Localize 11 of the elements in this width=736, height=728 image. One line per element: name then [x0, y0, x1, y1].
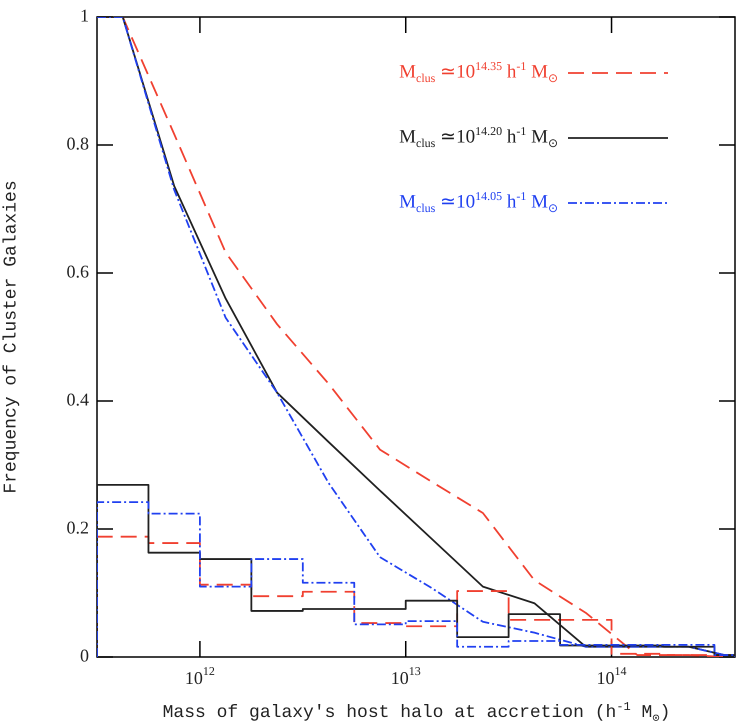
y-tick-label: 0	[80, 646, 89, 666]
x-axis-title: Mass of galaxy's host halo at accretion (h$^{-1}$ M$_{⊙}$)	[162, 700, 672, 726]
y-tick-label: 0.8	[66, 134, 89, 154]
y-tick-label: 0.2	[66, 518, 89, 538]
y-axis-title: Frequency of Cluster Galaxies	[2, 180, 22, 494]
y-tick-label: 1	[80, 6, 89, 26]
text: M$_{clus}$ ≃10$^{14.20}$ h$^{-1}$ M$_{⊙}$	[399, 124, 558, 152]
y-tick-label: 0.4	[66, 390, 89, 410]
y-tick-label: 0.6	[66, 262, 89, 282]
text: M$_{clus}$ ≃10$^{14.35}$ h$^{-1}$ M$_{⊙}$	[399, 58, 558, 86]
text: M$_{clus}$ ≃10$^{14.05}$ h$^{-1}$ M$_{⊙}$	[399, 188, 558, 216]
